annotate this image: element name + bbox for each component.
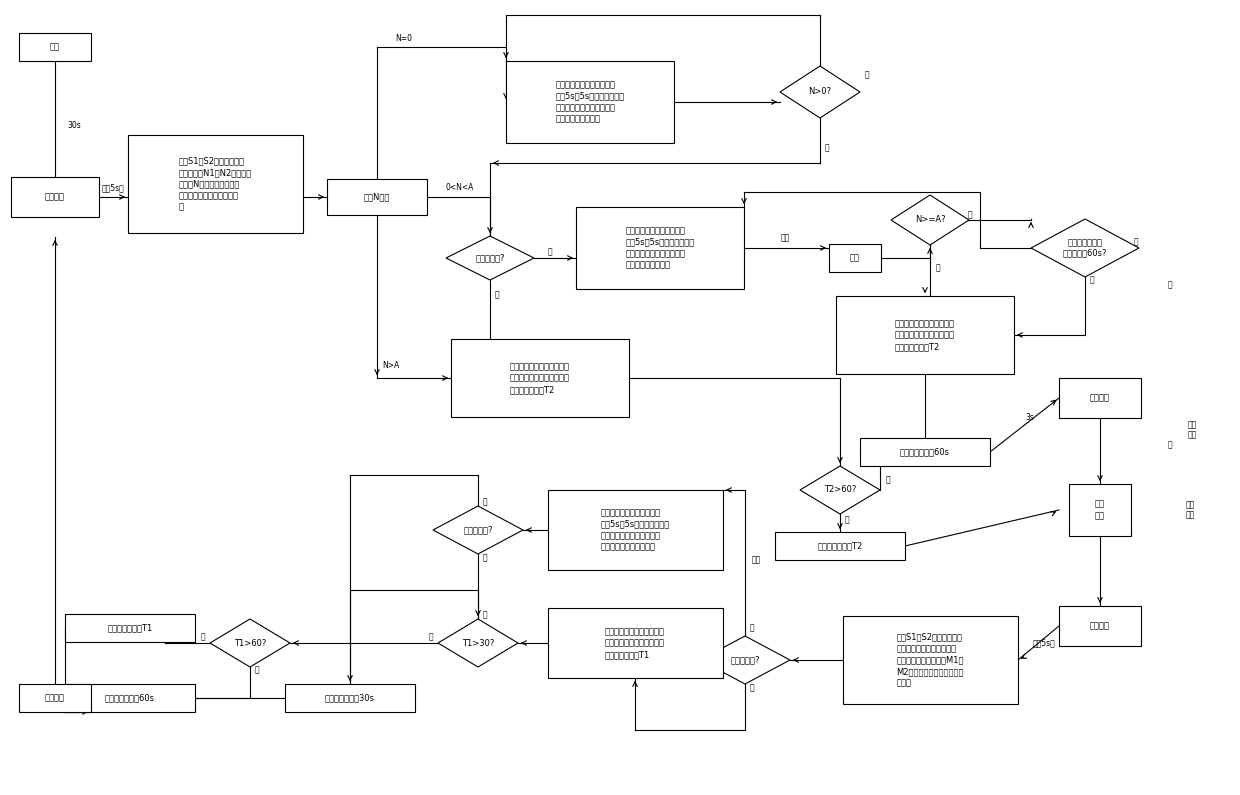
Polygon shape bbox=[438, 619, 518, 667]
Text: 红灯结束: 红灯结束 bbox=[45, 693, 64, 703]
FancyBboxPatch shape bbox=[451, 339, 629, 417]
Text: N=0: N=0 bbox=[396, 34, 412, 43]
Text: 是: 是 bbox=[750, 684, 755, 692]
FancyBboxPatch shape bbox=[506, 61, 675, 143]
Text: 是: 是 bbox=[936, 263, 941, 273]
FancyBboxPatch shape bbox=[775, 532, 905, 560]
Text: 是: 是 bbox=[484, 553, 487, 563]
Text: 否: 否 bbox=[495, 290, 500, 300]
Polygon shape bbox=[780, 66, 861, 118]
FancyBboxPatch shape bbox=[19, 33, 91, 61]
Polygon shape bbox=[701, 636, 790, 684]
Text: 摄像S1、S2分别识别确定
等待行人数N1、N2并确定行
人总数N，同时识别判断两
个方向道路上是否有车辆通
行: 摄像S1、S2分别识别确定 等待行人数N1、N2并确定行 人总数N，同时识别判断… bbox=[179, 157, 252, 211]
Polygon shape bbox=[892, 195, 968, 245]
Text: T1>60?: T1>60? bbox=[234, 638, 267, 647]
Text: 是: 是 bbox=[428, 633, 433, 642]
Text: 否: 否 bbox=[484, 498, 487, 506]
Text: 有车辆等待?: 有车辆等待? bbox=[464, 525, 492, 534]
FancyBboxPatch shape bbox=[577, 207, 744, 289]
Text: 红灯持续时间为T2: 红灯持续时间为T2 bbox=[817, 541, 863, 550]
Text: 绿灯状态: 绿灯状态 bbox=[45, 192, 64, 201]
FancyBboxPatch shape bbox=[128, 135, 303, 233]
FancyBboxPatch shape bbox=[11, 177, 99, 217]
Text: 是: 是 bbox=[887, 475, 890, 484]
Text: 有车辆等待?: 有车辆等待? bbox=[730, 656, 760, 665]
Text: 红灯状态: 红灯状态 bbox=[1090, 622, 1110, 630]
Text: 判断: 判断 bbox=[751, 556, 761, 564]
Text: N>0?: N>0? bbox=[808, 87, 832, 96]
Text: 否: 否 bbox=[750, 623, 755, 633]
Text: 开始: 开始 bbox=[50, 42, 60, 52]
Text: 是: 是 bbox=[866, 71, 869, 80]
Polygon shape bbox=[446, 236, 534, 280]
Text: 否: 否 bbox=[844, 515, 849, 525]
FancyBboxPatch shape bbox=[836, 296, 1014, 374]
Text: 黄灯
状态: 黄灯 状态 bbox=[1188, 421, 1197, 440]
Text: 黄灯状态: 黄灯状态 bbox=[1090, 394, 1110, 402]
Text: 绿灯累计增加时
间是否大于60s?: 绿灯累计增加时 间是否大于60s? bbox=[1063, 238, 1107, 258]
Text: 是: 是 bbox=[255, 665, 259, 674]
Text: 否: 否 bbox=[968, 211, 972, 219]
Text: 30s: 30s bbox=[67, 121, 81, 130]
Text: 绿灯持续时间为T1: 绿灯持续时间为T1 bbox=[108, 623, 153, 633]
Text: 红灯持续时间为60s: 红灯持续时间为60s bbox=[900, 448, 950, 456]
FancyBboxPatch shape bbox=[548, 490, 723, 570]
Text: 0<N<A: 0<N<A bbox=[445, 183, 474, 192]
Text: T1>30?: T1>30? bbox=[461, 638, 495, 647]
FancyBboxPatch shape bbox=[64, 684, 195, 712]
FancyBboxPatch shape bbox=[842, 616, 1018, 704]
FancyBboxPatch shape bbox=[285, 684, 415, 712]
Text: 否: 否 bbox=[1133, 238, 1138, 246]
FancyBboxPatch shape bbox=[1059, 606, 1141, 646]
Polygon shape bbox=[800, 466, 880, 514]
FancyBboxPatch shape bbox=[64, 614, 195, 642]
Text: 3s: 3s bbox=[1025, 413, 1034, 422]
Polygon shape bbox=[433, 506, 523, 554]
Text: 绿灯持续时间为30s: 绿灯持续时间为30s bbox=[325, 693, 374, 703]
FancyBboxPatch shape bbox=[327, 179, 427, 215]
Text: 否: 否 bbox=[484, 611, 487, 619]
Text: 否: 否 bbox=[201, 633, 205, 642]
Text: 黄灯
结束: 黄灯 结束 bbox=[1095, 500, 1105, 520]
Text: 绿灯持续时间为60s: 绿灯持续时间为60s bbox=[105, 693, 155, 703]
FancyBboxPatch shape bbox=[548, 608, 723, 678]
FancyBboxPatch shape bbox=[861, 438, 990, 466]
Text: 是: 是 bbox=[1168, 281, 1173, 289]
Text: N>A: N>A bbox=[382, 361, 399, 370]
Polygon shape bbox=[1030, 219, 1140, 277]
FancyBboxPatch shape bbox=[1069, 484, 1131, 536]
Text: 否: 否 bbox=[825, 144, 830, 153]
Text: 有车辆通行?: 有车辆通行? bbox=[475, 254, 505, 262]
FancyBboxPatch shape bbox=[1059, 378, 1141, 418]
Text: 黄灯
结束: 黄灯 结束 bbox=[1185, 500, 1194, 520]
Text: 红灯持续时间在基础时间上
增加5s，5s内摄像头继续识
别计数最大等待车辆数和判
断道路上是否有车辆等待: 红灯持续时间在基础时间上 增加5s，5s内摄像头继续识 别计数最大等待车辆数和判… bbox=[600, 508, 670, 552]
Text: 判断N的値: 判断N的値 bbox=[363, 192, 391, 201]
FancyBboxPatch shape bbox=[19, 684, 91, 712]
Text: 是: 是 bbox=[1090, 276, 1095, 285]
Polygon shape bbox=[210, 619, 290, 667]
Text: 绿灯持续时间在基础时间上
增加5s，5s内摄像头继续识
别计数等待行人数和判断道
路上是否有车辆通行: 绿灯持续时间在基础时间上 增加5s，5s内摄像头继续识 别计数等待行人数和判断道… bbox=[556, 80, 625, 124]
Text: N>=A?: N>=A? bbox=[915, 215, 945, 224]
Text: 信号灯控制系统根据等待行
人数按红灯时间计算公式计
算红灯持续时间T2: 信号灯控制系统根据等待行 人数按红灯时间计算公式计 算红灯持续时间T2 bbox=[510, 362, 570, 394]
Text: T2>60?: T2>60? bbox=[823, 486, 856, 494]
Text: 否: 否 bbox=[1168, 440, 1173, 449]
Text: 信号灯控制系统根据等待行
人数按红灯时间计算公式计
算红灯持续时间T2: 信号灯控制系统根据等待行 人数按红灯时间计算公式计 算红灯持续时间T2 bbox=[895, 319, 955, 351]
Text: 绿灯持续时间在基础时间上
增加5s，5s内摄像头继续识
别计数等待行人数和判断道
路上是否有车辆通行: 绿灯持续时间在基础时间上 增加5s，5s内摄像头继续识 别计数等待行人数和判断道… bbox=[625, 227, 694, 270]
Text: 最后5s内: 最后5s内 bbox=[102, 184, 124, 192]
Text: 摄像S1、S2分别识别确定
下行方向和上行方向所有车
道中的最大等待车辆数M1、
M2，并判断道路上是否有车
辆等待: 摄像S1、S2分别识别确定 下行方向和上行方向所有车 道中的最大等待车辆数M1、… bbox=[897, 633, 963, 688]
Text: 信号灯控制系统根据等待车
辆数按绿灯时间计算公式计
算绿灯持续时间T1: 信号灯控制系统根据等待车 辆数按绿灯时间计算公式计 算绿灯持续时间T1 bbox=[605, 627, 665, 659]
FancyBboxPatch shape bbox=[830, 244, 880, 272]
Text: 判断: 判断 bbox=[849, 254, 861, 262]
Text: 是: 是 bbox=[548, 247, 553, 257]
Text: 判断: 判断 bbox=[780, 233, 790, 242]
Text: 最后5s内: 最后5s内 bbox=[1032, 638, 1055, 647]
